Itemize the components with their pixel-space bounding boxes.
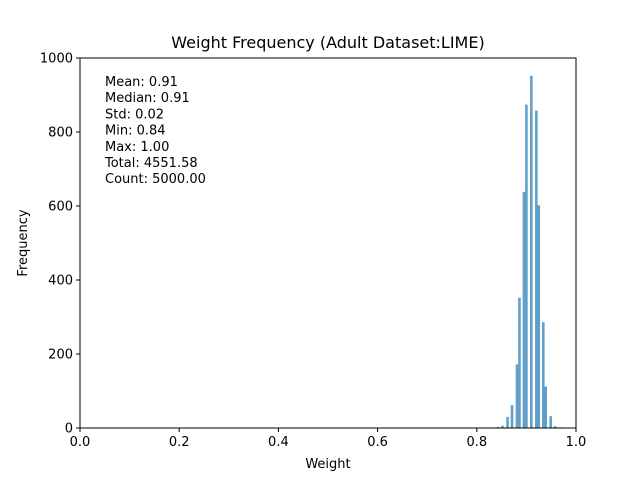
bars-group [496, 75, 562, 429]
y-axis-label: Frequency [16, 209, 31, 276]
stat-line: Min: 0.84 [105, 124, 166, 139]
histogram-bar [496, 426, 500, 428]
stat-line: Count: 5000.00 [105, 172, 206, 187]
histogram-bar [518, 297, 521, 428]
x-tick-label: 0.2 [169, 435, 190, 450]
histogram-bar [522, 191, 526, 428]
histogram-bar [510, 405, 514, 428]
y-tick-label: 600 [48, 200, 73, 215]
y-tick-label: 800 [48, 126, 73, 141]
stat-line: Std: 0.02 [105, 107, 164, 122]
stat-line: Total: 4551.58 [104, 156, 198, 171]
stat-line: Median: 0.91 [105, 91, 190, 106]
histogram-bar [553, 426, 557, 428]
y-axis: 0 200 400 600 800 1000 [40, 52, 80, 437]
x-tick-label: 0.4 [268, 435, 289, 450]
y-tick-label: 200 [48, 348, 73, 363]
x-axis: 0.0 0.2 0.4 0.6 0.8 1.0 [70, 428, 587, 450]
x-axis-label: Weight [305, 457, 350, 472]
plot-frame [79, 57, 577, 429]
y-tick-label: 0 [65, 422, 73, 437]
histogram-bar [506, 416, 509, 428]
histogram-bar [530, 75, 533, 428]
x-tick-label: 1.0 [566, 435, 587, 450]
histogram-bar [549, 416, 552, 428]
histogram-bar [544, 386, 548, 428]
stat-line: Mean: 0.91 [105, 75, 178, 90]
x-tick-label: 0.6 [367, 435, 388, 450]
histogram-bar [525, 104, 528, 429]
histogram-bar [541, 322, 545, 428]
histogram-bar [537, 205, 541, 428]
chart-title: Weight Frequency (Adult Dataset:LIME) [171, 33, 484, 52]
x-tick-label: 0.8 [466, 435, 487, 450]
histogram-bar [535, 110, 538, 428]
histogram-bar [501, 425, 504, 428]
y-tick-label: 400 [48, 274, 73, 289]
y-tick-label: 1000 [40, 52, 73, 67]
stat-line: Max: 1.00 [105, 140, 169, 155]
histogram-bar [515, 364, 519, 428]
x-tick-label: 0.0 [70, 435, 91, 450]
